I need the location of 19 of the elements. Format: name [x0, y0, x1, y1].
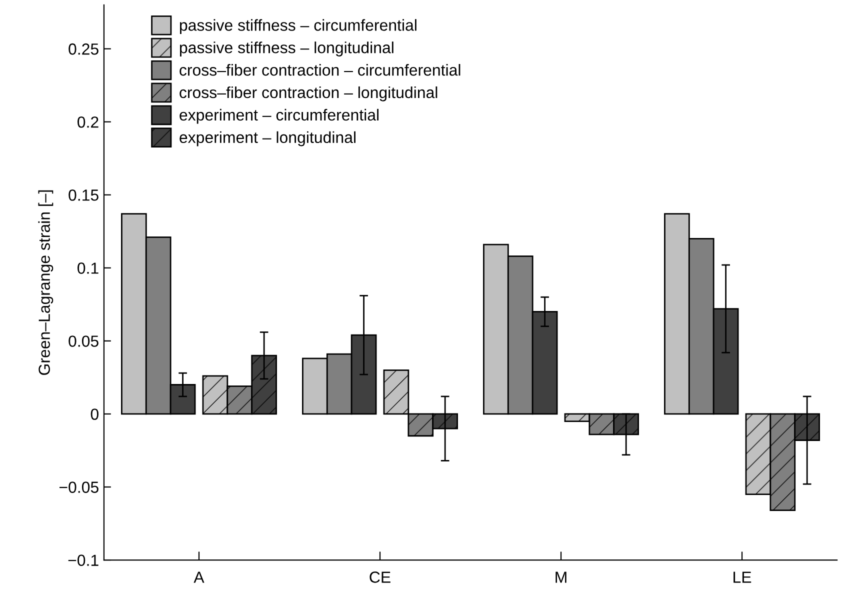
x-tick-label: LE	[734, 572, 752, 583]
y-tick-label: 0	[90, 408, 98, 420]
legend-label: passive stiffness – longitudinal	[180, 42, 394, 56]
y-tick-label: 0.2	[78, 116, 98, 128]
y-axis-title: Green–Lagrange strain [–]	[38, 190, 54, 375]
y-tick-label: 0.15	[68, 190, 98, 201]
x-tick-label: M	[556, 572, 566, 583]
legend-label: passive stiffness – circumferential	[180, 19, 416, 34]
y-tick-label: 0.05	[68, 336, 98, 347]
x-tick-label: A	[194, 572, 204, 583]
legend-label: experiment – longitudinal	[180, 131, 356, 146]
y-tick-label: 0.25	[68, 43, 98, 55]
x-tick-label: CE	[370, 572, 390, 583]
y-tick-label: 0.1	[78, 262, 98, 274]
y-tick-label: −0.05	[59, 482, 98, 493]
y-tick-label: −0.1	[68, 554, 98, 566]
legend-label: experiment – circumferential	[180, 108, 379, 124]
legend-label: cross–fiber contraction – longitudinal	[180, 86, 438, 102]
legend-label: cross–fiber contraction – circumferential	[180, 64, 460, 76]
